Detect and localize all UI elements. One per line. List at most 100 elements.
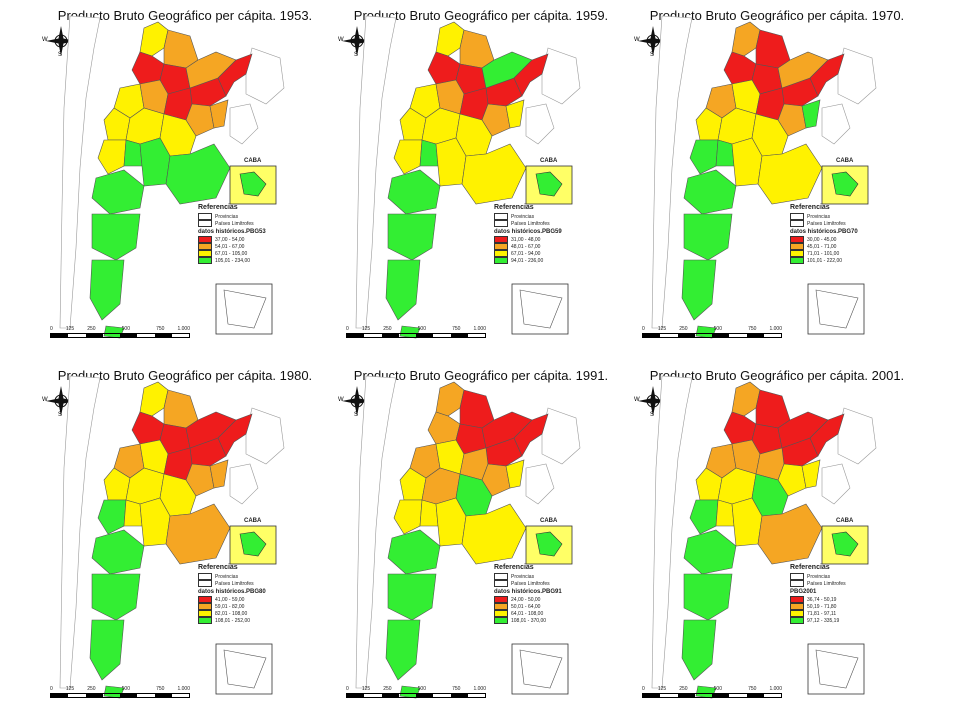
province-region (385, 259, 421, 321)
neighbor-country (229, 103, 259, 145)
legend-range-row: 94,01 - 236,00 (494, 257, 604, 264)
province-region (217, 413, 253, 457)
scale-segment (381, 334, 399, 337)
scale-ticks: 0 125 250 500 750 1.000 (642, 686, 782, 692)
choropleth-map (355, 375, 581, 699)
legend-row-paises: Países Limítrofes (494, 220, 604, 227)
province-region (689, 499, 719, 535)
legend-row-provincias: Provincias (198, 573, 308, 580)
scale-tick-label: 125 (65, 326, 75, 332)
province-region (209, 459, 229, 489)
map-legend: Referencias Provincias Países Limítrofes PB… (790, 564, 900, 624)
scale-segment (416, 694, 434, 697)
scale-segment (660, 334, 677, 337)
legend-range-row: 59,01 - 82,00 (198, 603, 308, 610)
province-region (481, 463, 511, 497)
scale-tick-label: 500 (417, 326, 426, 332)
scale-bar-graphic (50, 333, 190, 338)
scale-tick-label: 500 (121, 686, 130, 692)
neighbor-country (837, 407, 877, 465)
legend-title: Referencias (790, 564, 830, 571)
neighbor-country (229, 463, 259, 505)
neighbor-country (355, 375, 397, 689)
scale-tick-label: 750 (452, 686, 461, 692)
legend-range-row: 24,00 - 50,00 (494, 596, 604, 603)
map-legend: Referencias Provincias Países Limítrofes da… (494, 564, 604, 624)
province-region (131, 411, 165, 445)
legend-range-row: 54,01 - 67,00 (198, 243, 308, 250)
scale-ticks: 0 125 250 500 750 1.000 (50, 686, 190, 692)
province-region (185, 463, 215, 497)
scale-segment (347, 694, 365, 697)
legend-swatch (790, 220, 804, 227)
map-title: Producto Bruto Geográfico per cápita. 19… (353, 8, 609, 23)
province-region (91, 213, 141, 261)
legend-swatch-green (198, 257, 212, 264)
province-region (419, 499, 439, 527)
province-tierra-del-fuego (103, 325, 125, 339)
province-region (387, 573, 437, 621)
province-region (809, 53, 845, 97)
legend-label: Provincias (215, 213, 239, 220)
legend-label: Provincias (511, 213, 535, 220)
legend-swatch (494, 580, 508, 587)
compass-label-s: S (58, 412, 63, 418)
scale-segment (433, 334, 450, 337)
province-region (165, 143, 231, 205)
antarctic-sector-outline (223, 289, 267, 329)
legend-swatch-yellow (790, 610, 804, 617)
neighbor-country (541, 407, 581, 465)
antarctic-sector-outline (815, 649, 859, 689)
scale-bar-graphic (346, 693, 486, 698)
scale-segment (137, 694, 154, 697)
legend-range-label: 108,01 - 370,00 (511, 617, 547, 624)
legend-range-label: 36,74 - 50,19 (807, 596, 837, 603)
scale-segment (643, 334, 661, 337)
scale-segment (660, 694, 677, 697)
neighbor-country (355, 15, 397, 329)
legend-range-label: 108,01 - 252,00 (215, 617, 251, 624)
scale-segment (381, 694, 399, 697)
legend-swatch (198, 213, 212, 220)
legend-title: Referencias (494, 564, 534, 571)
legend-swatch-yellow (494, 610, 508, 617)
legend-row-provincias: Provincias (494, 573, 604, 580)
caba-region (831, 531, 859, 557)
legend-swatch (790, 580, 804, 587)
legend-row-provincias: Provincias (198, 213, 308, 220)
compass-label-w: W (338, 397, 344, 403)
scale-segment (172, 334, 189, 337)
choropleth-map (651, 15, 877, 339)
antarctica-inset-box (807, 643, 865, 695)
scale-tick-label: 0 (642, 686, 645, 692)
legend-range-row: 48,01 - 67,00 (494, 243, 604, 250)
scale-segment (399, 334, 416, 337)
scale-tick-label: 250 (383, 326, 392, 332)
antarctic-sector-outline (519, 649, 563, 689)
scale-segment (137, 334, 154, 337)
neighbor-country (525, 103, 555, 145)
legend-label: Países Limítrofes (511, 220, 550, 227)
legend-range-row: 105,01 - 234,00 (198, 257, 308, 264)
scale-segment (120, 334, 138, 337)
scale-tick-label: 250 (679, 686, 688, 692)
map-legend: Referencias Provincias Países Limítrofes da… (198, 204, 308, 264)
map-panel: Producto Bruto Geográfico per cápita. 19… (40, 8, 330, 348)
choropleth-map (59, 15, 285, 339)
province-region (723, 411, 757, 445)
neighbor-country (821, 463, 851, 505)
legend-title: Referencias (790, 204, 830, 211)
legend-label: Provincias (215, 573, 239, 580)
province-region (777, 103, 807, 137)
choropleth-map (355, 15, 581, 339)
scale-segment (399, 694, 416, 697)
legend-swatch-orange (790, 243, 804, 250)
scale-segment (712, 694, 730, 697)
scale-tick-label: 0 (642, 326, 645, 332)
legend-swatch (198, 580, 212, 587)
scale-bar: 0 125 250 500 750 1.000 (642, 326, 782, 338)
neighbor-country (245, 407, 285, 465)
antarctic-sector-outline (815, 289, 859, 329)
scale-segment (712, 334, 730, 337)
scale-segment (450, 694, 468, 697)
